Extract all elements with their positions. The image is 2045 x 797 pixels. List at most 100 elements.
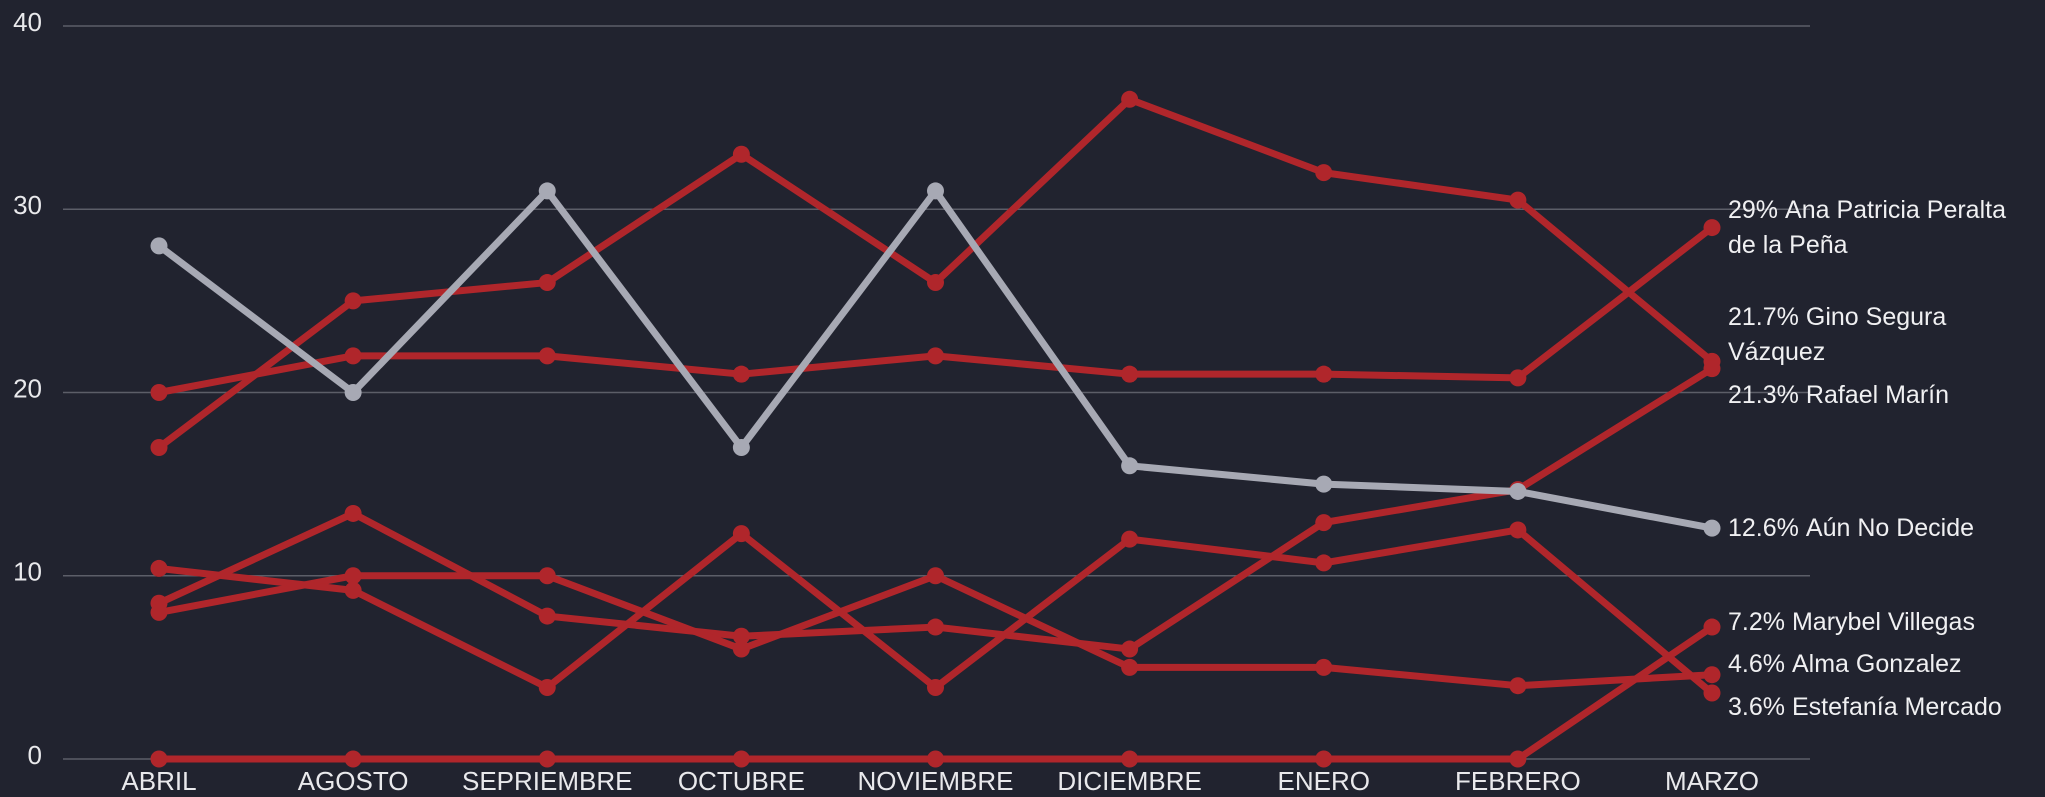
marker — [1315, 554, 1333, 572]
marker — [538, 679, 556, 697]
marker — [732, 750, 750, 768]
line — [156, 95, 1715, 451]
x-tick-label: MARZO — [1665, 766, 1759, 796]
x-tick-label: NOVIEMBRE — [857, 766, 1013, 796]
y-tick-label: 0 — [28, 740, 42, 770]
series-name: Estefanía Mercado — [1791, 693, 2002, 722]
x-tick-label: FEBRERO — [1455, 766, 1581, 796]
end-label: 21.3% Rafael Marín — [1728, 378, 2033, 413]
marker — [927, 679, 944, 697]
marker — [732, 525, 750, 543]
marker — [538, 182, 556, 200]
marker — [344, 581, 362, 599]
marker — [1703, 360, 1721, 378]
marker — [150, 438, 168, 456]
marker — [344, 504, 362, 522]
x-tick-label: OCTUBRE — [678, 766, 805, 796]
series — [150, 182, 1721, 537]
marker — [1121, 640, 1139, 658]
end-label: 12.6% Aún No Decide — [1728, 511, 2033, 546]
series-name: Marybel Villegas — [1791, 607, 1975, 636]
marker — [150, 603, 168, 621]
marker — [1121, 530, 1139, 548]
marker — [732, 438, 750, 456]
y-tick-label: 40 — [13, 7, 42, 37]
marker — [344, 347, 362, 365]
x-tick-label: DICIEMBRE — [1057, 766, 1201, 796]
end-label: 7.2% Marybel Villegas — [1728, 605, 2033, 640]
series-name: Aún No Decide — [1805, 513, 1975, 542]
series-name: Alma Gonzalez — [1791, 650, 1962, 679]
marker — [732, 145, 750, 163]
line — [158, 224, 1715, 396]
y-tick-label: 10 — [13, 557, 42, 587]
x-tick-label: SEPRIEMBRE — [462, 766, 633, 796]
end-value-label: 21.3% — [1728, 380, 1799, 409]
y-tick-label: 30 — [13, 190, 42, 220]
end-value-label: 3.6% — [1728, 693, 1785, 722]
marker — [1121, 365, 1139, 383]
marker — [150, 237, 168, 255]
line — [158, 526, 1715, 696]
marker — [1315, 750, 1333, 768]
x-tick-label: ENERO — [1278, 766, 1370, 796]
marker — [1121, 750, 1139, 768]
end-label: 3.6% Estefanía Mercado — [1728, 690, 2033, 725]
x-tick-label: ABRIL — [121, 766, 196, 796]
end-value-label: 21.7% — [1728, 302, 1799, 331]
series-name: Rafael Marín — [1805, 380, 1950, 409]
marker — [1121, 658, 1139, 676]
marker — [538, 274, 556, 292]
marker — [150, 750, 168, 768]
marker — [1509, 677, 1527, 695]
marker — [1509, 191, 1527, 209]
marker — [1703, 684, 1721, 702]
marker — [927, 750, 944, 768]
series — [150, 90, 1721, 456]
marker — [1121, 90, 1139, 108]
marker — [538, 567, 556, 585]
end-value-label: 4.6% — [1728, 650, 1785, 679]
marker — [732, 365, 750, 383]
series — [150, 567, 1721, 695]
marker — [927, 182, 944, 200]
marker — [344, 292, 362, 310]
marker — [344, 750, 362, 768]
x-tick-label: AGOSTO — [298, 766, 409, 796]
marker — [927, 274, 944, 292]
marker — [1315, 475, 1333, 493]
marker — [927, 618, 944, 636]
marker — [150, 559, 168, 577]
y-tick-label: 20 — [13, 373, 42, 403]
series — [150, 618, 1721, 768]
marker — [538, 347, 556, 365]
end-value-label: 12.6% — [1728, 513, 1799, 542]
marker — [1703, 519, 1721, 537]
marker — [927, 567, 944, 585]
marker — [1509, 482, 1527, 500]
marker — [1703, 219, 1721, 237]
marker — [1509, 521, 1527, 539]
marker — [1315, 658, 1333, 676]
series-name: Ana Patricia Peralta de la Peña — [1728, 195, 2006, 259]
series-name: Gino Segura Vázquez — [1728, 302, 1947, 366]
series — [150, 521, 1721, 702]
marker — [927, 347, 944, 365]
series — [150, 360, 1721, 658]
marker — [1315, 365, 1333, 383]
marker — [1121, 457, 1139, 475]
marker — [344, 384, 362, 401]
end-label: 21.7% Gino Segura Vázquez — [1728, 300, 2033, 370]
marker — [150, 384, 168, 401]
marker — [538, 750, 556, 768]
marker — [1315, 514, 1333, 532]
marker — [1703, 666, 1721, 684]
end-value-label: 29% — [1728, 195, 1779, 224]
marker — [1703, 618, 1721, 636]
marker — [1315, 164, 1333, 182]
end-value-label: 7.2% — [1728, 607, 1785, 636]
marker — [538, 607, 556, 625]
end-label: 29% Ana Patricia Peralta de la Peña — [1728, 193, 2033, 263]
end-label: 4.6% Alma Gonzalez — [1728, 647, 2033, 682]
